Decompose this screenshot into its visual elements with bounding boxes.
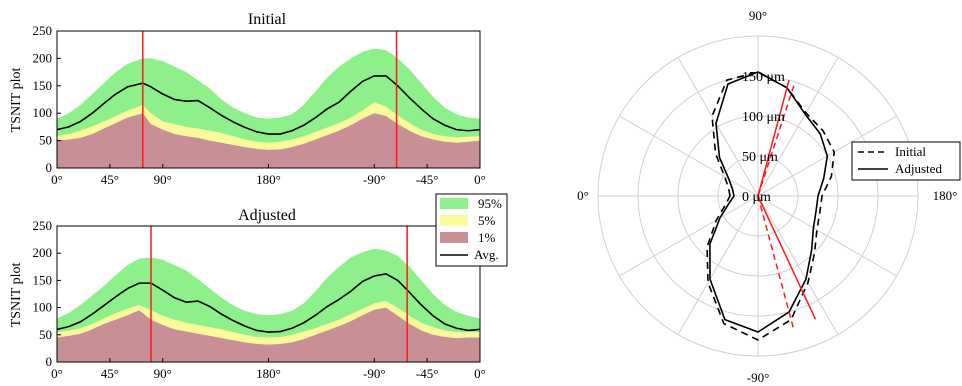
legend-label: Initial	[895, 144, 926, 159]
polar-marker-line	[757, 85, 795, 197]
polar-marker-line	[757, 195, 795, 332]
y-tick-label: 250	[33, 23, 53, 38]
angular-grid-line	[757, 195, 897, 277]
angle-label-bottom: -90°	[747, 370, 770, 385]
y-tick-label: 50	[39, 133, 52, 148]
band-1-area	[57, 307, 480, 362]
y-axis-label: TSNIT plot	[9, 68, 24, 133]
x-tick-label: 180°	[256, 172, 281, 187]
y-axis-label: TSNIT plot	[9, 263, 24, 328]
x-tick-label: 0°	[51, 366, 63, 381]
y-tick-label: 50	[39, 327, 52, 342]
legend-swatch-95	[440, 198, 468, 209]
x-tick-label: 0°	[474, 366, 486, 381]
tsnit-panel-initial: Initial TSNIT plot 0 50 100 150 200 250 0° 45° 9…	[9, 11, 486, 187]
radial-tick-label: 50 μm	[742, 150, 778, 165]
x-tick-label: 45°	[101, 366, 119, 381]
angular-grid-line	[677, 195, 759, 335]
avg-line	[56, 75, 481, 135]
y-tick-label: 200	[33, 245, 53, 260]
legend-label: Avg.	[474, 247, 499, 262]
legend-label: 1%	[478, 230, 496, 245]
avg-line	[56, 273, 481, 333]
angular-grid-line	[619, 195, 759, 277]
angle-label-top: 90°	[749, 8, 767, 23]
legend-label: Adjusted	[895, 161, 942, 176]
angular-grid-line	[677, 57, 759, 197]
band-1-area	[57, 113, 480, 168]
angular-grid-line	[757, 195, 839, 335]
x-tick-label: 0°	[51, 172, 63, 187]
tsnit-panel-adjusted: Adjusted TSNIT plot 0 50 100 150 200 250 0° 45°…	[9, 207, 486, 381]
x-tick-label: -45°	[416, 366, 439, 381]
y-tick-label: 150	[33, 78, 53, 93]
x-tick-label: -45°	[416, 172, 439, 187]
y-tick-label: 0	[46, 354, 53, 369]
radial-tick-label: 0 μm	[742, 190, 771, 205]
angle-label-left: 0°	[577, 188, 589, 203]
polar-series-adjusted	[709, 71, 829, 333]
x-tick-label: 180°	[256, 366, 281, 381]
radial-tick-label: 150 μm	[742, 70, 785, 85]
x-tick-label: 90°	[154, 366, 172, 381]
chart-title: Initial	[248, 11, 287, 28]
radial-tick-label: 100 μm	[742, 110, 785, 125]
x-tick-label: 90°	[154, 172, 172, 187]
y-tick-label: 250	[33, 218, 53, 233]
tsnit-legend: 95% 5% 1% Avg.	[435, 193, 508, 267]
legend-label: 95%	[478, 196, 502, 211]
x-tick-label: -90°	[363, 172, 386, 187]
x-tick-label: 45°	[101, 172, 119, 187]
polar-legend: Initial Adjusted	[851, 141, 961, 181]
polar-marker-line	[757, 79, 790, 197]
y-tick-label: 100	[33, 105, 53, 120]
angular-grid-line	[619, 115, 759, 197]
polar-marker-line	[757, 195, 817, 320]
angle-label-right: 180°	[933, 188, 958, 203]
polar-chart: 0 μm 50 μm 100 μm 150 μm 90° -90° 0° 180°	[577, 8, 957, 385]
legend-swatch-1	[440, 232, 468, 243]
legend-swatch-5	[440, 215, 468, 226]
polar-series-initial	[706, 71, 836, 341]
y-tick-label: 200	[33, 50, 53, 65]
angular-grid-line	[757, 57, 839, 197]
x-tick-label: 0°	[474, 172, 486, 187]
chart-title: Adjusted	[238, 207, 296, 224]
y-tick-label: 0	[46, 160, 53, 175]
x-tick-label: -90°	[363, 366, 386, 381]
y-tick-label: 150	[33, 272, 53, 287]
y-tick-label: 100	[33, 300, 53, 315]
legend-label: 5%	[478, 213, 496, 228]
